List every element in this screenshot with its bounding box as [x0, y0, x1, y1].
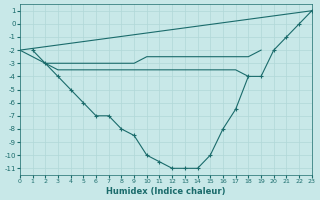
X-axis label: Humidex (Indice chaleur): Humidex (Indice chaleur): [106, 187, 226, 196]
